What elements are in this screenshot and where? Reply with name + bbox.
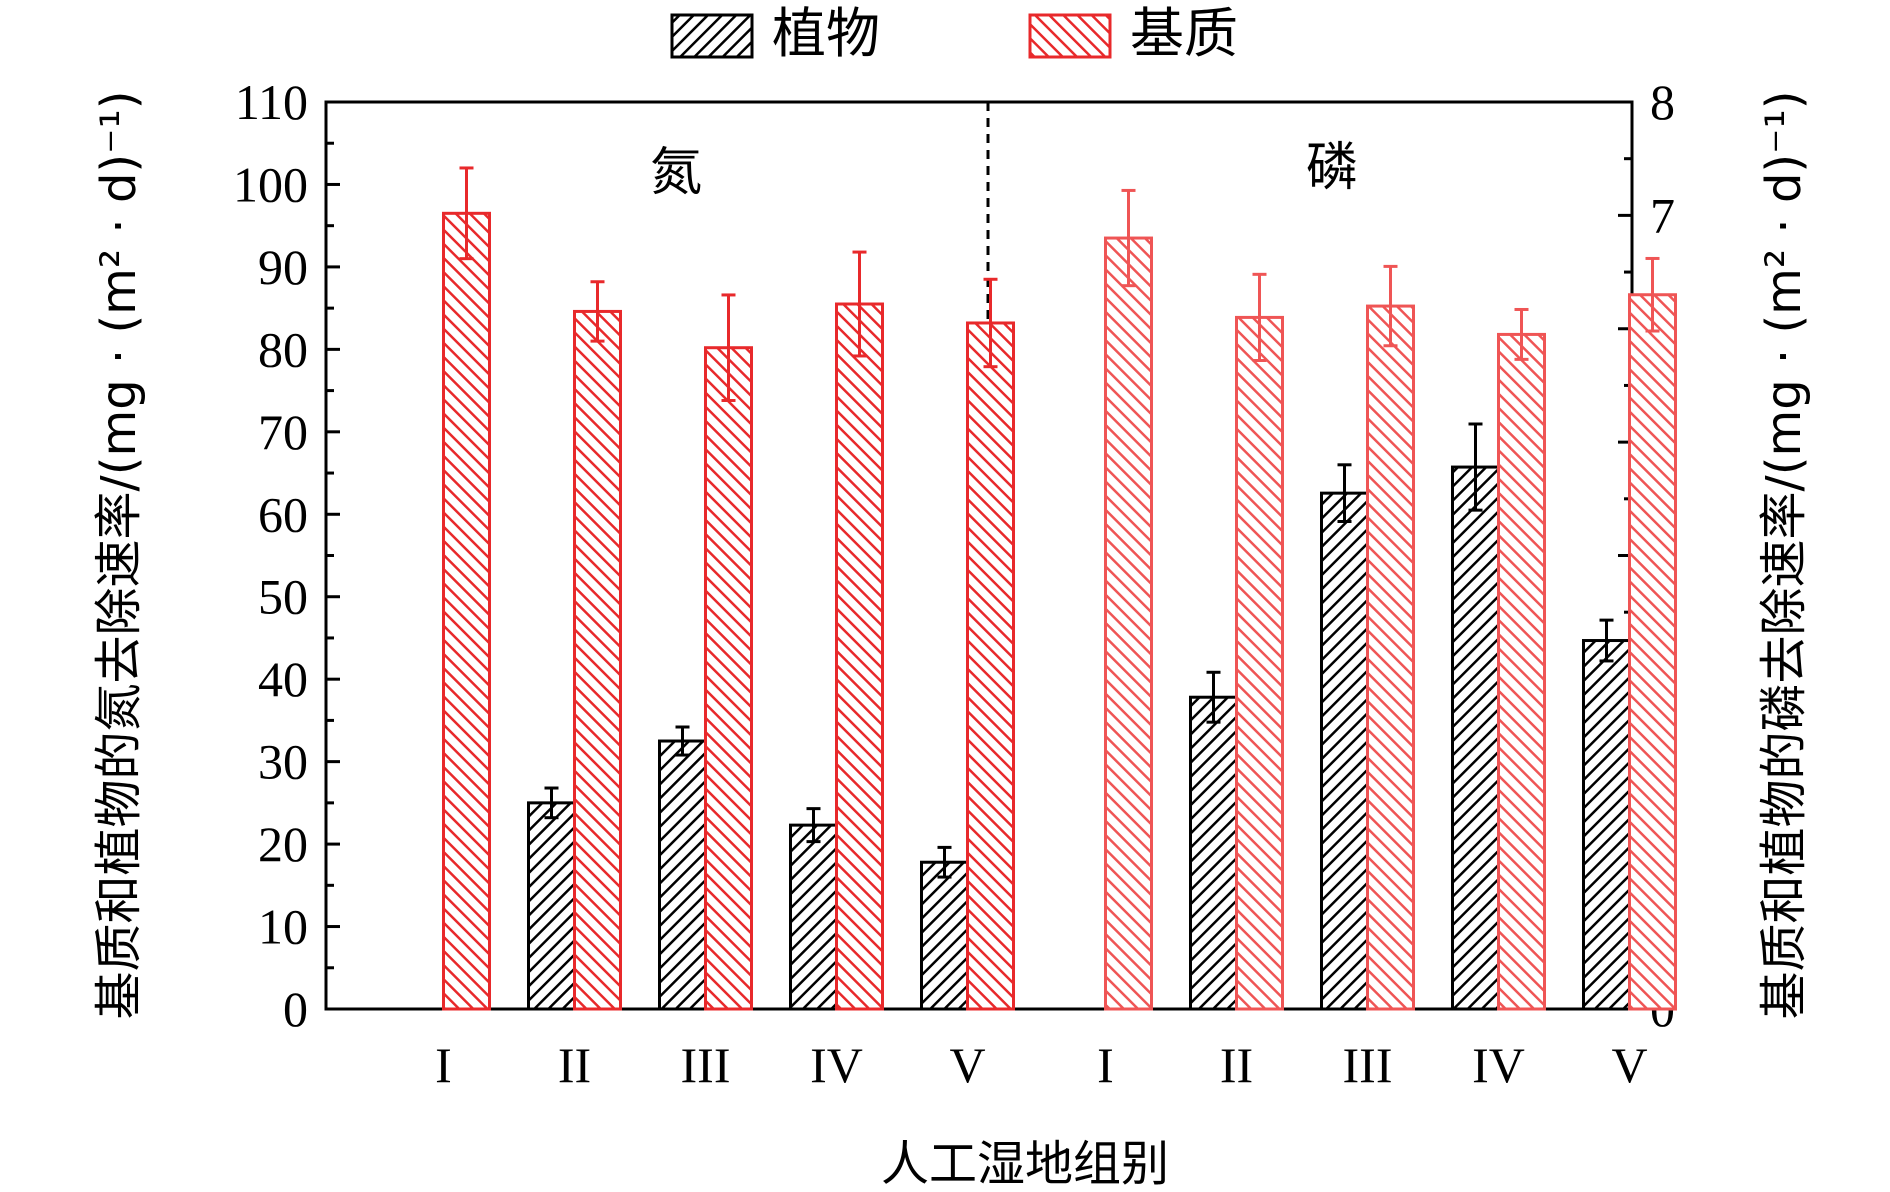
panel-label-phosphorus: 磷: [1306, 138, 1358, 198]
left-tick-label: 110: [235, 74, 308, 130]
category-label: I: [1097, 1037, 1114, 1093]
category-label: II: [558, 1037, 591, 1093]
category-label: III: [681, 1037, 731, 1093]
bar-plant: [1582, 639, 1631, 1011]
legend-label-plant: 植物: [772, 2, 880, 65]
legend-swatch-substrate: [1028, 13, 1112, 59]
bar-substrate: [573, 309, 622, 1011]
bar-substrate: [1366, 304, 1415, 1011]
left-tick-label: 20: [258, 816, 308, 872]
bar-substrate: [835, 302, 884, 1011]
right-tick-label: 7: [1650, 187, 1675, 243]
bar-substrate: [1235, 315, 1284, 1011]
left-tick-label: 70: [258, 404, 308, 460]
left-tick-label: 30: [258, 734, 308, 790]
bar-substrate: [1104, 236, 1153, 1011]
left-tick-label: 80: [258, 321, 308, 377]
x-axis-label: 人工湿地组别: [881, 1136, 1169, 1192]
left-tick-label: 50: [258, 569, 308, 625]
bar-plant: [527, 801, 576, 1011]
left-tick-label: 100: [233, 156, 308, 212]
category-label: IV: [810, 1037, 863, 1093]
bar-plant: [1320, 491, 1369, 1011]
bar-substrate: [1497, 332, 1546, 1011]
left-tick-label: 40: [258, 651, 308, 707]
bar-substrate: [966, 321, 1015, 1011]
left-tick-label: 0: [283, 981, 308, 1037]
left-axis-label: 基质和植物的氮去除速率/(mg · (m² · d)⁻¹): [91, 91, 147, 1020]
category-label: III: [1343, 1037, 1393, 1093]
bar-plant: [1189, 695, 1238, 1011]
bar-plant: [1451, 465, 1500, 1011]
left-tick-label: 60: [258, 486, 308, 542]
panel-label-nitrogen: 氮: [650, 143, 702, 203]
bar-plant: [920, 860, 969, 1011]
category-label: I: [435, 1037, 452, 1093]
bar-substrate: [1628, 293, 1677, 1011]
left-tick-label: 90: [258, 239, 308, 295]
legend-label-substrate: 基质: [1130, 2, 1238, 65]
bar-plant: [789, 823, 838, 1011]
left-axis-ticks: 0 10 20 30 40 50 60 70 80 90 100 110: [233, 74, 340, 1037]
category-labels: I II III IV V I II III IV V: [435, 1037, 1647, 1093]
category-label: V: [1611, 1037, 1647, 1093]
bars: [442, 166, 1677, 1011]
category-label: V: [949, 1037, 985, 1093]
legend-swatch-plant: [670, 13, 754, 59]
legend: 植物 基质: [670, 2, 1238, 65]
category-label: II: [1220, 1037, 1253, 1093]
right-axis-label: 基质和植物的磷去除速率/(mg · (m² · d)⁻¹): [1756, 91, 1812, 1020]
category-label: IV: [1472, 1037, 1525, 1093]
right-tick-label: 8: [1650, 74, 1675, 130]
left-tick-label: 10: [258, 899, 308, 955]
bar-plant: [658, 739, 707, 1011]
bar-substrate: [704, 346, 753, 1011]
bar-substrate: [442, 211, 491, 1011]
